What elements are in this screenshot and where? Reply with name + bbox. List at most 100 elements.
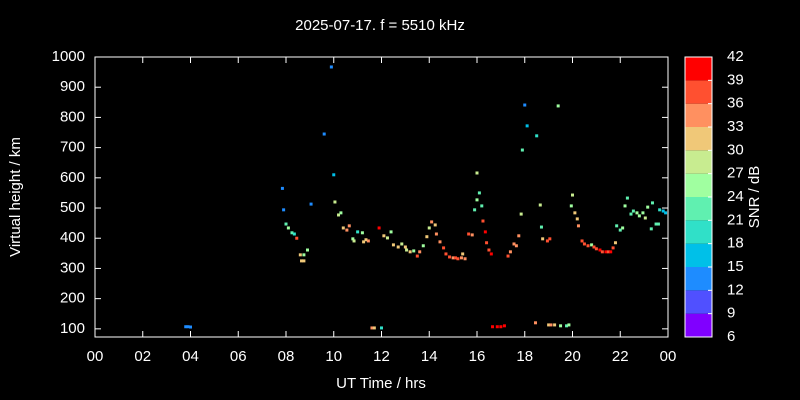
data-point bbox=[421, 244, 425, 248]
data-point bbox=[451, 256, 455, 260]
data-point bbox=[654, 222, 658, 226]
data-point bbox=[454, 256, 458, 260]
data-point bbox=[545, 239, 549, 243]
data-point bbox=[333, 200, 337, 204]
data-point bbox=[489, 252, 493, 256]
data-point bbox=[351, 237, 355, 241]
colorbar-band bbox=[685, 127, 712, 151]
x-axis-label: UT Time / hrs bbox=[336, 375, 426, 392]
data-point bbox=[382, 234, 386, 238]
data-point bbox=[539, 225, 543, 229]
colorbar-tick-label: 12 bbox=[727, 281, 744, 298]
data-point bbox=[576, 224, 580, 228]
colorbar-band bbox=[685, 57, 712, 81]
x-tick-label: 14 bbox=[421, 348, 438, 365]
data-point bbox=[322, 132, 326, 136]
y-axis-label: Virtual height / km bbox=[7, 137, 24, 257]
data-point bbox=[467, 232, 471, 236]
y-tick-label: 400 bbox=[60, 229, 85, 246]
data-point bbox=[514, 244, 518, 248]
x-tick-label: 00 bbox=[660, 348, 677, 365]
data-point bbox=[189, 325, 192, 329]
data-point bbox=[613, 241, 617, 245]
data-point bbox=[396, 245, 400, 249]
colorbar-tick-label: 33 bbox=[727, 118, 744, 135]
colorbar-tick-label: 36 bbox=[727, 95, 744, 112]
data-point bbox=[508, 250, 512, 254]
colorbar-band bbox=[685, 313, 712, 337]
data-point bbox=[646, 205, 650, 209]
data-point bbox=[475, 171, 479, 175]
colorbar-tick-label: 15 bbox=[727, 258, 744, 275]
data-point bbox=[438, 240, 442, 244]
data-point bbox=[635, 211, 639, 215]
data-point bbox=[415, 254, 419, 258]
data-point bbox=[329, 65, 333, 69]
colorbar-tick-label: 42 bbox=[727, 48, 744, 65]
data-point bbox=[609, 250, 613, 254]
data-point bbox=[650, 201, 654, 205]
data-point bbox=[186, 325, 190, 329]
colorbar-tick-label: 9 bbox=[727, 305, 735, 322]
data-point bbox=[594, 247, 598, 251]
data-point bbox=[519, 212, 523, 216]
y-tick-label: 900 bbox=[60, 78, 85, 95]
data-point bbox=[425, 235, 429, 239]
data-point bbox=[523, 103, 527, 107]
data-point bbox=[430, 220, 434, 224]
data-point bbox=[559, 324, 563, 328]
data-point bbox=[499, 325, 503, 329]
data-point bbox=[284, 222, 288, 226]
data-point bbox=[483, 230, 487, 234]
colorbar-label: SNR / dB bbox=[746, 166, 763, 229]
colorbar-band bbox=[685, 220, 712, 244]
data-point bbox=[403, 245, 407, 249]
data-point bbox=[565, 324, 569, 328]
data-point bbox=[547, 323, 551, 327]
data-point bbox=[302, 253, 306, 257]
data-point bbox=[337, 213, 341, 217]
data-point bbox=[586, 244, 590, 248]
data-point bbox=[362, 240, 366, 244]
data-point bbox=[356, 230, 360, 234]
data-point bbox=[292, 232, 296, 236]
data-point bbox=[448, 255, 452, 259]
colorbar-band bbox=[685, 197, 712, 221]
colorbar-tick-label: 6 bbox=[727, 328, 735, 345]
data-point bbox=[456, 257, 460, 261]
colorbar-band bbox=[685, 173, 712, 197]
x-tick-label: 22 bbox=[612, 348, 629, 365]
x-tick-label: 02 bbox=[134, 348, 151, 365]
data-point bbox=[661, 209, 665, 213]
data-point bbox=[366, 239, 370, 243]
data-point bbox=[533, 321, 537, 325]
data-point bbox=[506, 254, 510, 258]
data-point bbox=[473, 208, 477, 212]
data-point bbox=[300, 259, 304, 263]
data-point bbox=[658, 208, 662, 212]
x-tick-label: 04 bbox=[182, 348, 199, 365]
data-point bbox=[305, 248, 309, 252]
data-point bbox=[487, 248, 491, 252]
colorbar-tick-label: 27 bbox=[727, 165, 744, 182]
x-tick-label: 10 bbox=[325, 348, 342, 365]
data-point bbox=[341, 226, 345, 230]
y-tick-label: 200 bbox=[60, 290, 85, 307]
data-point bbox=[520, 148, 524, 152]
data-point bbox=[611, 246, 615, 250]
data-point bbox=[475, 198, 479, 202]
data-point bbox=[548, 237, 552, 241]
data-point bbox=[298, 253, 302, 257]
data-point bbox=[525, 124, 529, 128]
data-point bbox=[664, 211, 668, 215]
plot-frame bbox=[94, 56, 669, 338]
data-point bbox=[641, 211, 645, 215]
data-point bbox=[405, 248, 409, 252]
data-point bbox=[643, 216, 647, 220]
y-tick-label: 800 bbox=[60, 108, 85, 125]
colorbar-band bbox=[685, 267, 712, 291]
colorbar-tick-label: 24 bbox=[727, 188, 744, 205]
data-point bbox=[502, 324, 506, 328]
x-tick-label: 16 bbox=[469, 348, 486, 365]
